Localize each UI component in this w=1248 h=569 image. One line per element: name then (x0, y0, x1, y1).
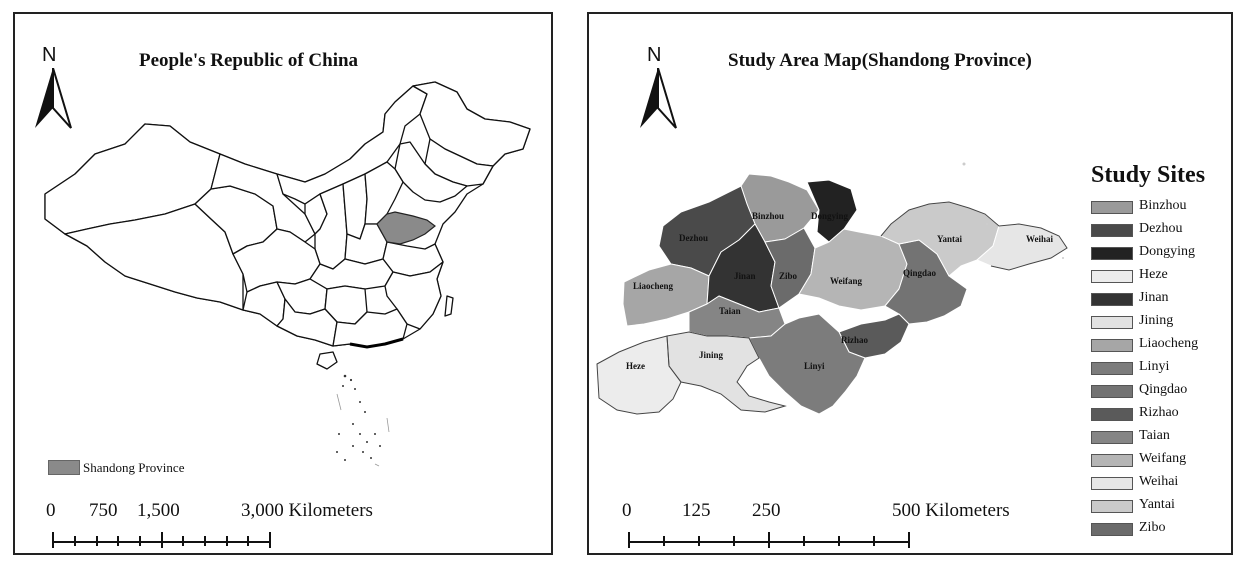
legend-swatch (1091, 224, 1133, 237)
north-arrow-right: N (638, 44, 678, 134)
legend-label: Dongying (1139, 244, 1195, 259)
map-label-liaocheng: Liaocheng (633, 281, 674, 291)
china-map-title: People's Republic of China (139, 50, 359, 71)
region-linyi (748, 313, 866, 415)
legend-label: Binzhou (1139, 198, 1187, 213)
legend-swatch (1091, 431, 1133, 444)
scale-label-0: 0 (46, 500, 56, 521)
north-label-right: N (647, 44, 662, 66)
map-label-heze: Heze (626, 361, 645, 371)
legend-swatch (1091, 270, 1133, 283)
china-outline-map (44, 81, 531, 467)
legend-swatch (1091, 523, 1133, 536)
scale-label-750: 750 (89, 500, 118, 521)
scale-label-125: 125 (682, 500, 711, 521)
legend-swatch (1091, 477, 1133, 490)
shandong-map-panel: Study Area Map(Shandong Province) N (587, 12, 1233, 555)
legend-label: Weifang (1139, 451, 1187, 466)
shandong-prefecture-map: Binzhou Dongying Dezhou Liaocheng Jinan … (596, 162, 1068, 415)
study-area-title: Study Area Map(Shandong Province) (728, 50, 1032, 71)
china-map-panel: People's Republic of China N (13, 12, 553, 555)
map-label-weihai: Weihai (1026, 234, 1054, 244)
legend-label: Weihai (1139, 474, 1179, 489)
legend-swatch (1091, 500, 1133, 513)
scale-label-500: 500 Kilometers (892, 500, 1010, 521)
legend-label: Taian (1139, 428, 1170, 443)
legend-label: Dezhou (1139, 221, 1183, 236)
map-label-dezhou: Dezhou (679, 233, 708, 243)
legend-title: Study Sites (1091, 162, 1206, 188)
legend-label: Yantai (1139, 497, 1175, 512)
map-label-weifang: Weifang (830, 276, 863, 286)
north-arrow: N (33, 44, 73, 134)
legend-label: Rizhao (1139, 405, 1179, 420)
legend-label: Jining (1139, 313, 1174, 328)
legend-swatch (1091, 293, 1133, 306)
map-label-jinan: Jinan (734, 271, 756, 281)
legend-swatch (1091, 247, 1133, 260)
scale-label-250: 250 (752, 500, 781, 521)
legend-swatch (1091, 201, 1133, 214)
study-sites-legend: Binzhou Dezhou Dongying Heze Jinan Jining Liao… (1091, 198, 1231, 548)
legend-label: Liaocheng (1139, 336, 1199, 351)
scale-label-1500: 1,500 (137, 500, 180, 521)
china-scale-ticks (52, 532, 271, 548)
north-arrow-icon (35, 68, 72, 129)
legend-label: Jinan (1139, 290, 1169, 305)
legend-swatch (1091, 385, 1133, 398)
legend-swatch (1091, 454, 1133, 467)
legend-swatch (1091, 339, 1133, 352)
north-label: N (42, 44, 57, 66)
legend-label: Qingdao (1139, 382, 1188, 397)
map-label-linyi: Linyi (804, 361, 825, 371)
scale-label-0: 0 (622, 500, 632, 521)
map-label-binzhou: Binzhou (752, 211, 784, 221)
map-label-taian: Taian (719, 306, 741, 316)
shandong-legend-label: Shandong Province (83, 460, 185, 475)
legend-swatch (1091, 408, 1133, 421)
legend-swatch (1091, 362, 1133, 375)
shandong-highlight (376, 211, 436, 245)
map-label-jining: Jining (699, 350, 724, 360)
legend-swatch (1091, 316, 1133, 329)
legend-label: Zibo (1139, 520, 1166, 535)
map-label-dongying: Dongying (811, 211, 849, 221)
map-label-zibo: Zibo (779, 271, 798, 281)
north-arrow-icon (640, 68, 677, 129)
scale-label-3000: 3,000 Kilometers (241, 500, 373, 521)
legend-label: Linyi (1139, 359, 1170, 374)
map-label-rizhao: Rizhao (841, 335, 869, 345)
shandong-legend-swatch (48, 460, 80, 475)
map-label-qingdao: Qingdao (903, 268, 937, 278)
shandong-scale-ticks (628, 532, 910, 548)
legend-label: Heze (1139, 267, 1168, 282)
map-label-yantai: Yantai (937, 234, 963, 244)
